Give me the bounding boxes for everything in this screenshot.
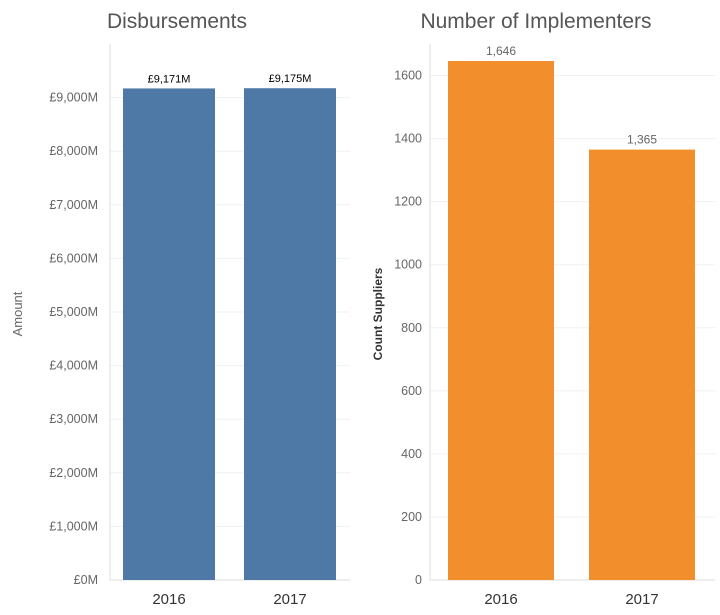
y-tick-label: £1,000M	[49, 519, 98, 533]
y-tick-label: 200	[401, 510, 422, 524]
bar-value-label: 1,365	[627, 133, 657, 147]
y-tick-label: 1000	[394, 258, 422, 272]
y-tick-label: 400	[401, 447, 422, 461]
y-tick-label: £6,000M	[49, 251, 98, 265]
y-tick-label: 0	[415, 573, 422, 587]
bar	[244, 88, 336, 580]
y-axis-label: Amount	[10, 291, 25, 336]
x-category-label: 2016	[484, 591, 517, 608]
y-tick-label: 600	[401, 384, 422, 398]
y-tick-label: £8,000M	[49, 144, 98, 158]
disbursements-chart: Disbursements Amount £0M £1,000M £2,000M £3,0…	[10, 10, 350, 608]
y-tick-label: £9,000M	[49, 91, 98, 105]
bar-value-label: £9,171M	[148, 73, 191, 85]
x-category-label: 2016	[152, 591, 185, 608]
y-tick-label: £4,000M	[49, 359, 98, 373]
disbursements-chart-panel: Disbursements Amount £0M £1,000M £2,000M £3,0…	[10, 10, 350, 608]
y-tick-label: £0M	[74, 573, 98, 587]
y-tick-label: 1200	[394, 195, 422, 209]
y-tick-label: £5,000M	[49, 305, 98, 319]
bar	[448, 61, 554, 581]
y-axis-label: Count Suppliers	[371, 267, 385, 360]
chart-title: Number of Implementers	[420, 10, 651, 33]
x-category-label: 2017	[625, 591, 658, 608]
y-tick-label: £7,000M	[49, 198, 98, 212]
chart-title: Disbursements	[107, 10, 247, 33]
implementers-chart: Number of Implementers Count Suppliers 0 20…	[371, 10, 715, 608]
y-tick-label: 1400	[394, 132, 422, 146]
bar-value-label: 1,646	[486, 44, 516, 58]
y-tick-label: 1600	[394, 69, 422, 83]
bar-value-label: £9,175M	[269, 73, 312, 85]
y-tick-label: 800	[401, 321, 422, 335]
bar	[589, 149, 695, 580]
implementers-chart-panel: Number of Implementers Count Suppliers 0 20…	[360, 0, 720, 615]
bar	[123, 88, 215, 581]
y-tick-label: £2,000M	[49, 466, 98, 480]
x-category-label: 2017	[273, 591, 306, 608]
y-tick-label: £3,000M	[49, 412, 98, 426]
